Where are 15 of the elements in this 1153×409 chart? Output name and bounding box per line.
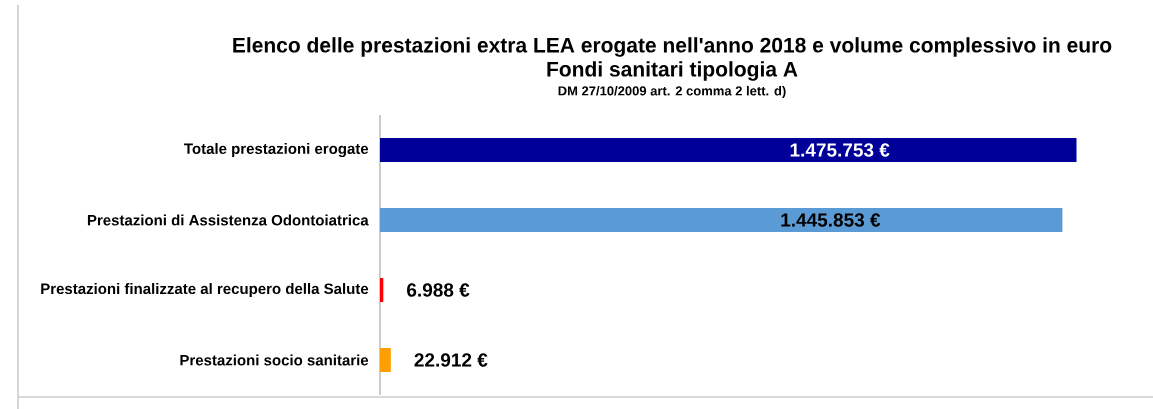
data-label: 22.912 € [414, 353, 488, 367]
y-tick-label: Prestazioni socio sanitarie [180, 354, 369, 366]
data-label: 1.445.853 € [781, 213, 881, 227]
y-tick-label: Totale prestazioni erogate [184, 143, 369, 158]
chart-title: Elenco delle prestazioni extra LEA erogate nell'anno 2018 e volume complessivo in euro [233, 37, 1112, 57]
bar [380, 138, 1077, 163]
y-tick-label: Prestazioni di Assistenza Odontoiatrica [87, 214, 369, 226]
chart-subtitle: Fondi sanitari tipologia A [547, 61, 798, 81]
text: DM 27/10/2009 art. 2 comma 2 lett. d) [558, 85, 786, 99]
data-label: 1.475.753 € [790, 143, 890, 157]
data-label: 6.988 € [407, 283, 470, 297]
bar [380, 348, 391, 373]
bar [380, 208, 1063, 233]
bar [380, 278, 384, 303]
y-tick-label: Prestazioni finalizzate al recupero della Salute [41, 283, 369, 297]
